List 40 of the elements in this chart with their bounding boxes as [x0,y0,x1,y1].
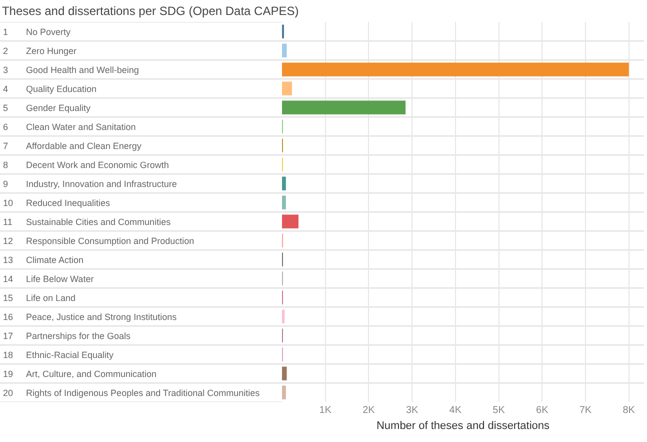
category-label: 7 Affordable and Clean Energy [3,141,142,151]
x-tick-label: 2K [362,405,376,416]
category-label: 4 Quality Education [3,84,97,94]
bar [282,196,286,210]
category-label: 16 Peace, Justice and Strong Institutions [3,312,177,322]
category-label: 3 Good Health and Well-being [3,65,139,75]
x-tick-label: 8K [622,405,636,416]
x-tick-label: 5K [492,405,506,416]
bar [282,214,298,228]
bar [282,44,287,58]
category-label: 11 Sustainable Cities and Communities [3,217,171,227]
category-label: 2 Zero Hunger [3,46,77,56]
category-label: 10 Reduced Inequalities [3,198,110,208]
category-label: 15 Life on Land [3,293,76,303]
x-tick-label: 1K [319,405,332,416]
category-label: 17 Partnerships for the Goals [3,331,131,341]
category-label: 13 Climate Action [3,255,84,265]
bar [282,366,287,380]
category-label: 8 Decent Work and Economic Growth [3,160,169,170]
x-tick-label: 6K [536,405,549,416]
bar [282,82,292,96]
category-label: 18 Ethnic-Racial Equality [3,350,114,360]
bar [282,386,286,400]
text: Theses and dissertations per SDG (Open Data CAPES) [2,4,299,18]
category-label: 19 Art, Culture, and Communication [3,369,157,379]
category-label: 6 Clean Water and Sanitation [3,122,136,132]
x-tick-label: 3K [406,405,419,416]
category-label: 1 No Poverty [3,27,71,37]
category-label: 12 Responsible Consumption and Production [3,236,194,246]
category-label: 5 Gender Equality [3,103,91,113]
x-tick-label: 7K [579,405,592,416]
category-label: 9 Industry, Innovation and Infrastructure [3,179,177,189]
bar [282,310,285,324]
bar [282,100,406,114]
bar [282,176,286,190]
x-axis-title: Number of theses and dissertations [376,420,550,432]
category-label: 20 Rights of Indigenous Peoples and Traditional Communities [3,388,260,398]
category-label: 14 Life Below Water [3,274,94,284]
bar [282,62,629,76]
x-tick-label: 4K [449,405,462,416]
